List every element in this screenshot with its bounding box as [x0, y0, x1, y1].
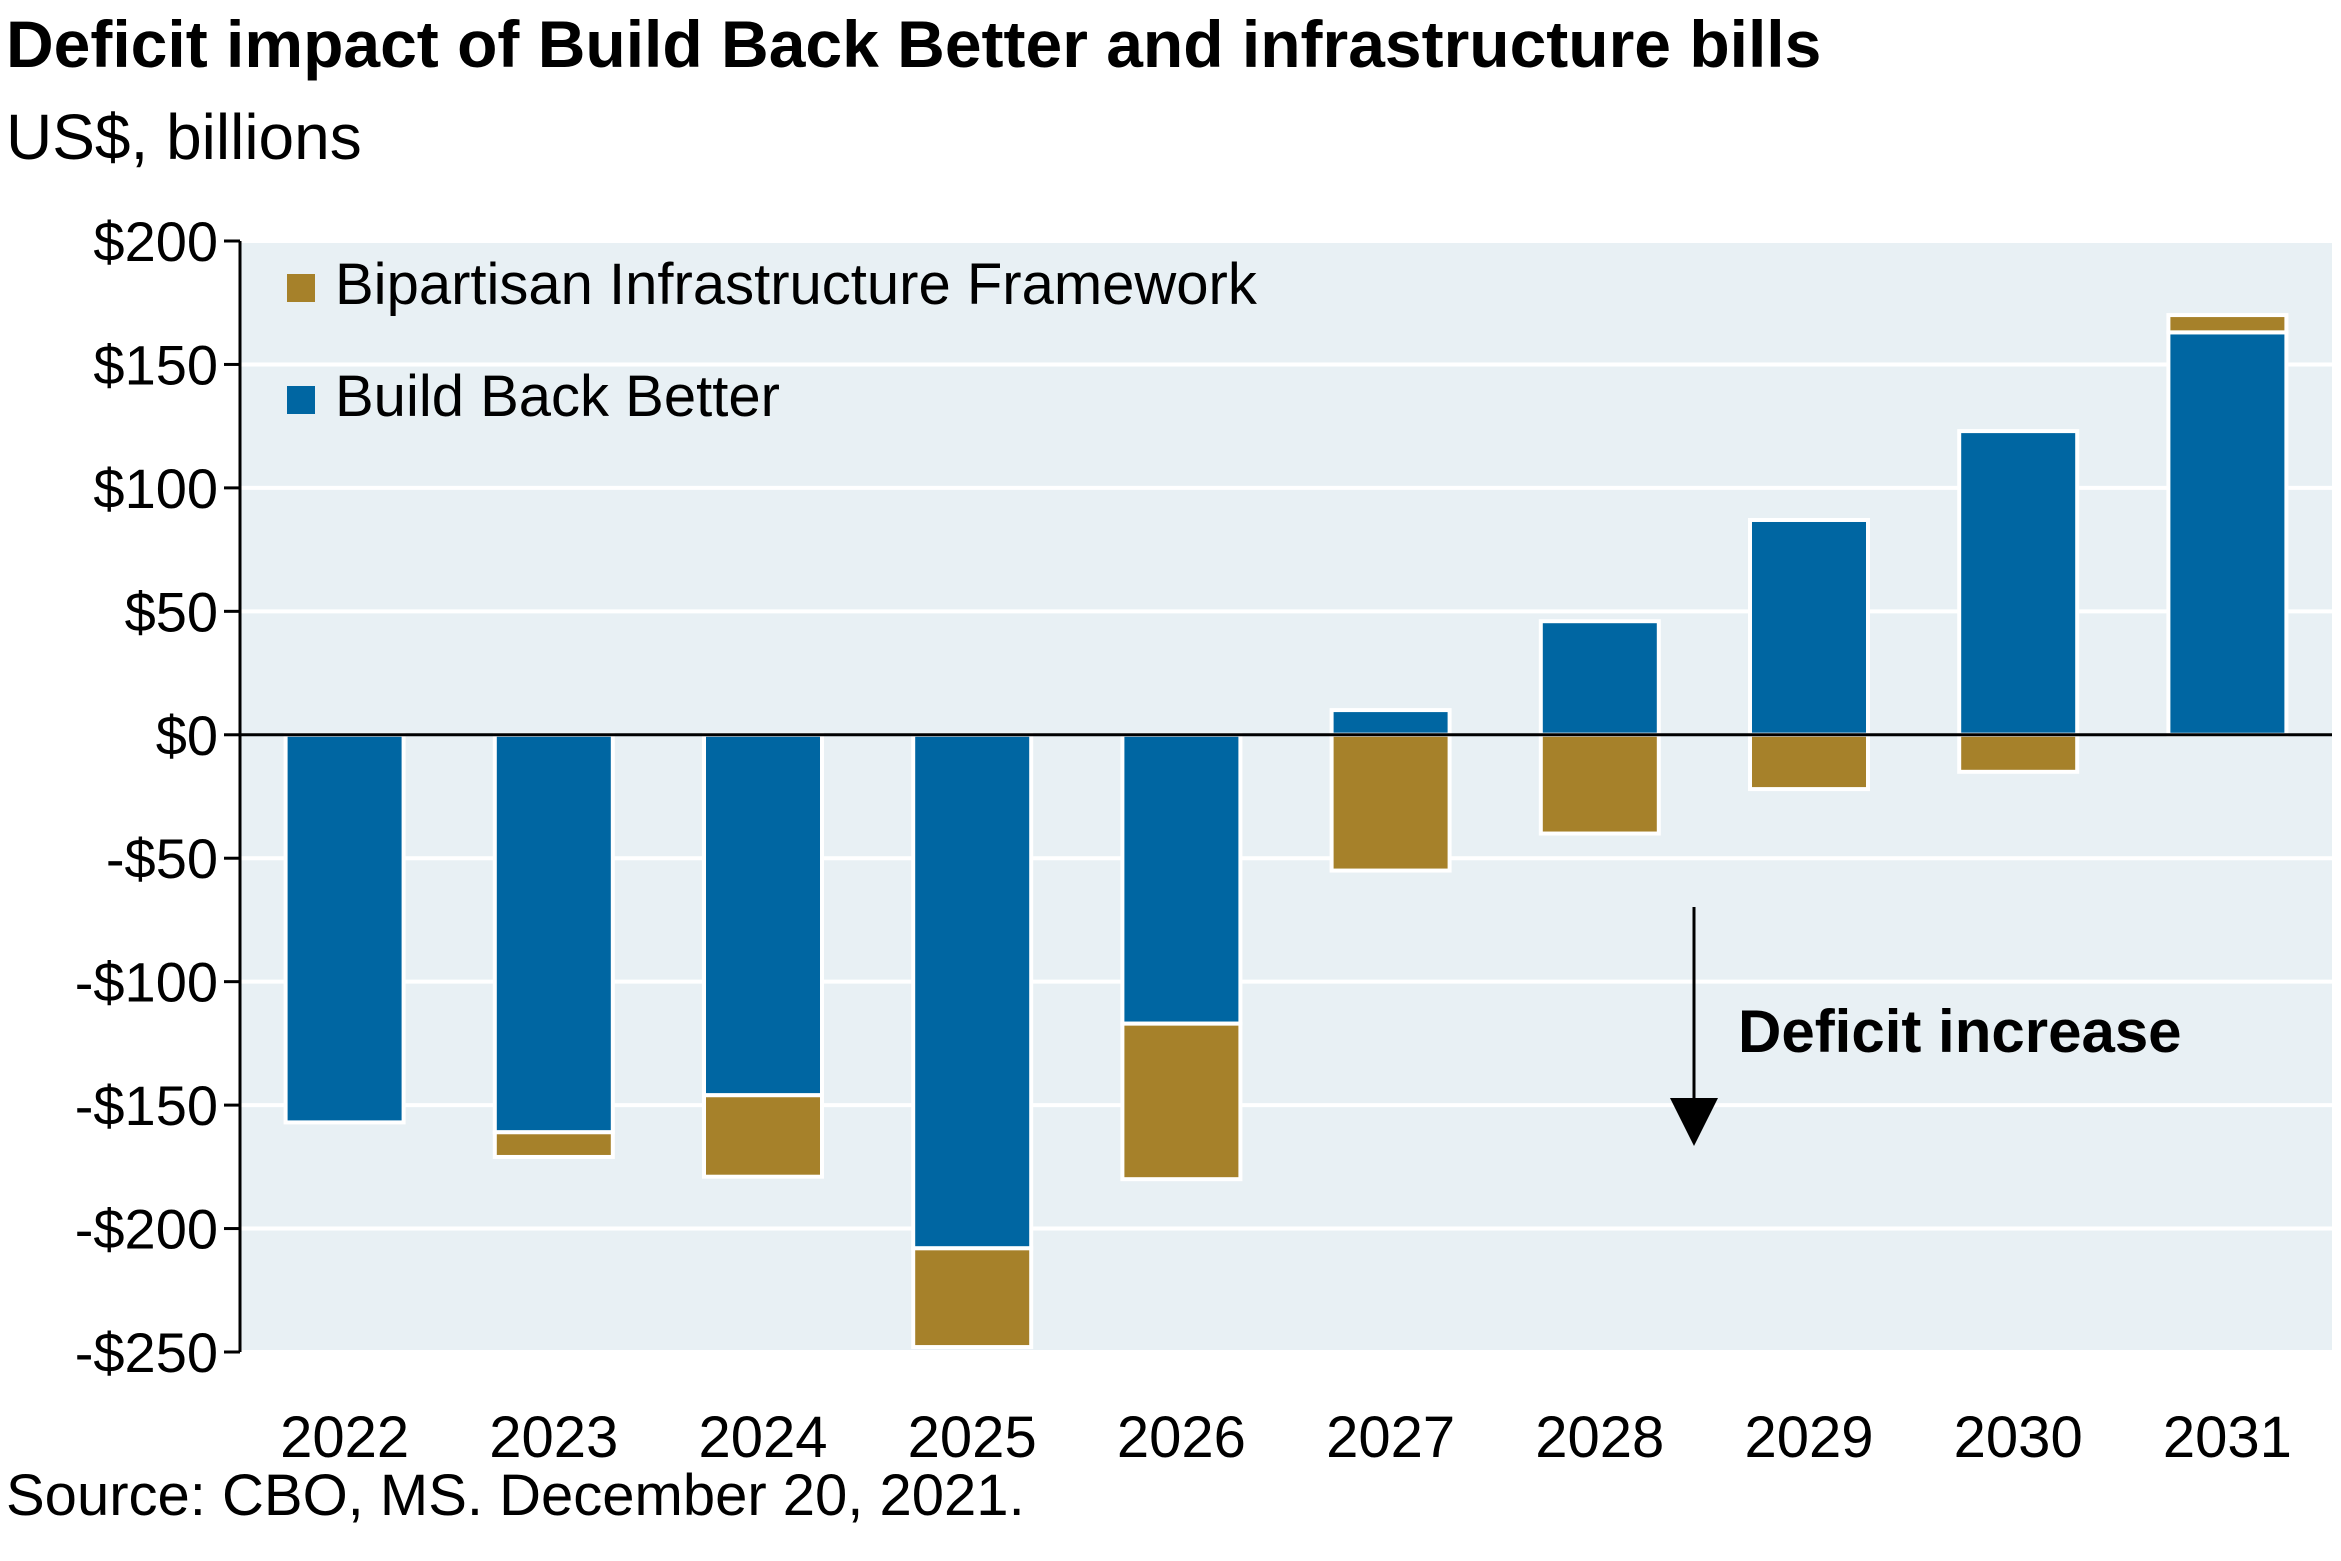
x-tick-label: 2027: [1326, 1405, 1455, 1470]
bar-build-back-better-2026: [1120, 732, 1243, 1026]
bar-bipartisan-infrastructure-framework-2029: [1748, 732, 1870, 792]
chart-subtitle: US$, billions: [6, 101, 362, 173]
bar-bipartisan-infrastructure-framework-2030: [1957, 732, 2080, 774]
y-tick-label: -$50: [106, 827, 218, 890]
x-tick-label: 2023: [489, 1405, 618, 1470]
bar-build-back-better-2030: [1957, 429, 2080, 737]
y-tick-label: -$100: [75, 951, 218, 1014]
x-tick-label: 2031: [2163, 1405, 2292, 1470]
x-tick-label: 2028: [1535, 1405, 1664, 1470]
y-tick-label: $200: [93, 210, 218, 273]
y-tick-label: $50: [125, 580, 218, 643]
bar-bipartisan-infrastructure-framework-2026: [1120, 1021, 1243, 1182]
x-tick-label: 2030: [1954, 1405, 2083, 1470]
y-tick-label: -$150: [75, 1074, 218, 1137]
x-tick-label: 2025: [908, 1405, 1037, 1470]
legend-swatch-bipartisan-infrastructure-framework: [287, 274, 315, 302]
y-tick-label: -$200: [75, 1198, 218, 1261]
annotation: Deficit increase: [1670, 907, 2182, 1146]
legend-label-build-back-better: Build Back Better: [335, 364, 780, 429]
bar-bipartisan-infrastructure-framework-2025: [911, 1246, 1034, 1350]
y-axis-ticks: $200 $150 $100 $50 $0 -$50 -$100 -$150 -$200 -$25…: [75, 210, 240, 1384]
bars: [283, 313, 2289, 1350]
y-tick-label: $100: [93, 457, 218, 520]
bar-build-back-better-2027: [1329, 708, 1452, 737]
bar-bipartisan-infrastructure-framework-2027: [1329, 732, 1452, 873]
bar-bipartisan-infrastructure-framework-2023: [492, 1130, 615, 1159]
x-axis-ticks: 2022 2023 2024 2025 2026 2027 2028 2029 2030 2031: [280, 1405, 2292, 1470]
chart-source: Source: CBO, MS. December 20, 2021.: [6, 1463, 1025, 1528]
bar-build-back-better-2022: [283, 732, 406, 1125]
legend-label-bipartisan-infrastructure-framework: Bipartisan Infrastructure Framework: [335, 252, 1258, 317]
annotation-text: Deficit increase: [1738, 998, 2182, 1065]
bar-build-back-better-2029: [1748, 517, 1870, 737]
down-arrow-head-icon: [1670, 1098, 1718, 1146]
bar-bipartisan-infrastructure-framework-2031: [2166, 313, 2289, 335]
chart-title: Deficit impact of Build Back Better and …: [6, 7, 1822, 81]
y-tick-label: $150: [93, 333, 218, 396]
bar-build-back-better-2024: [702, 732, 824, 1098]
x-tick-label: 2029: [1744, 1405, 1873, 1470]
axes: [238, 241, 2332, 1352]
y-tick-label: -$250: [75, 1321, 218, 1384]
bar-bipartisan-infrastructure-framework-2024: [702, 1093, 824, 1179]
y-tick-label: $0: [156, 704, 218, 767]
x-tick-label: 2022: [280, 1405, 409, 1470]
legend-swatch-build-back-better: [287, 386, 315, 414]
x-tick-label: 2026: [1117, 1405, 1246, 1470]
legend: Bipartisan Infrastructure Framework Build…: [287, 252, 1258, 429]
bar-build-back-better-2028: [1538, 619, 1661, 737]
x-tick-label: 2024: [698, 1405, 827, 1470]
bar-build-back-better-2031: [2166, 330, 2289, 737]
bar-build-back-better-2023: [492, 732, 615, 1135]
bar-build-back-better-2025: [911, 732, 1034, 1251]
bar-bipartisan-infrastructure-framework-2028: [1538, 732, 1661, 836]
